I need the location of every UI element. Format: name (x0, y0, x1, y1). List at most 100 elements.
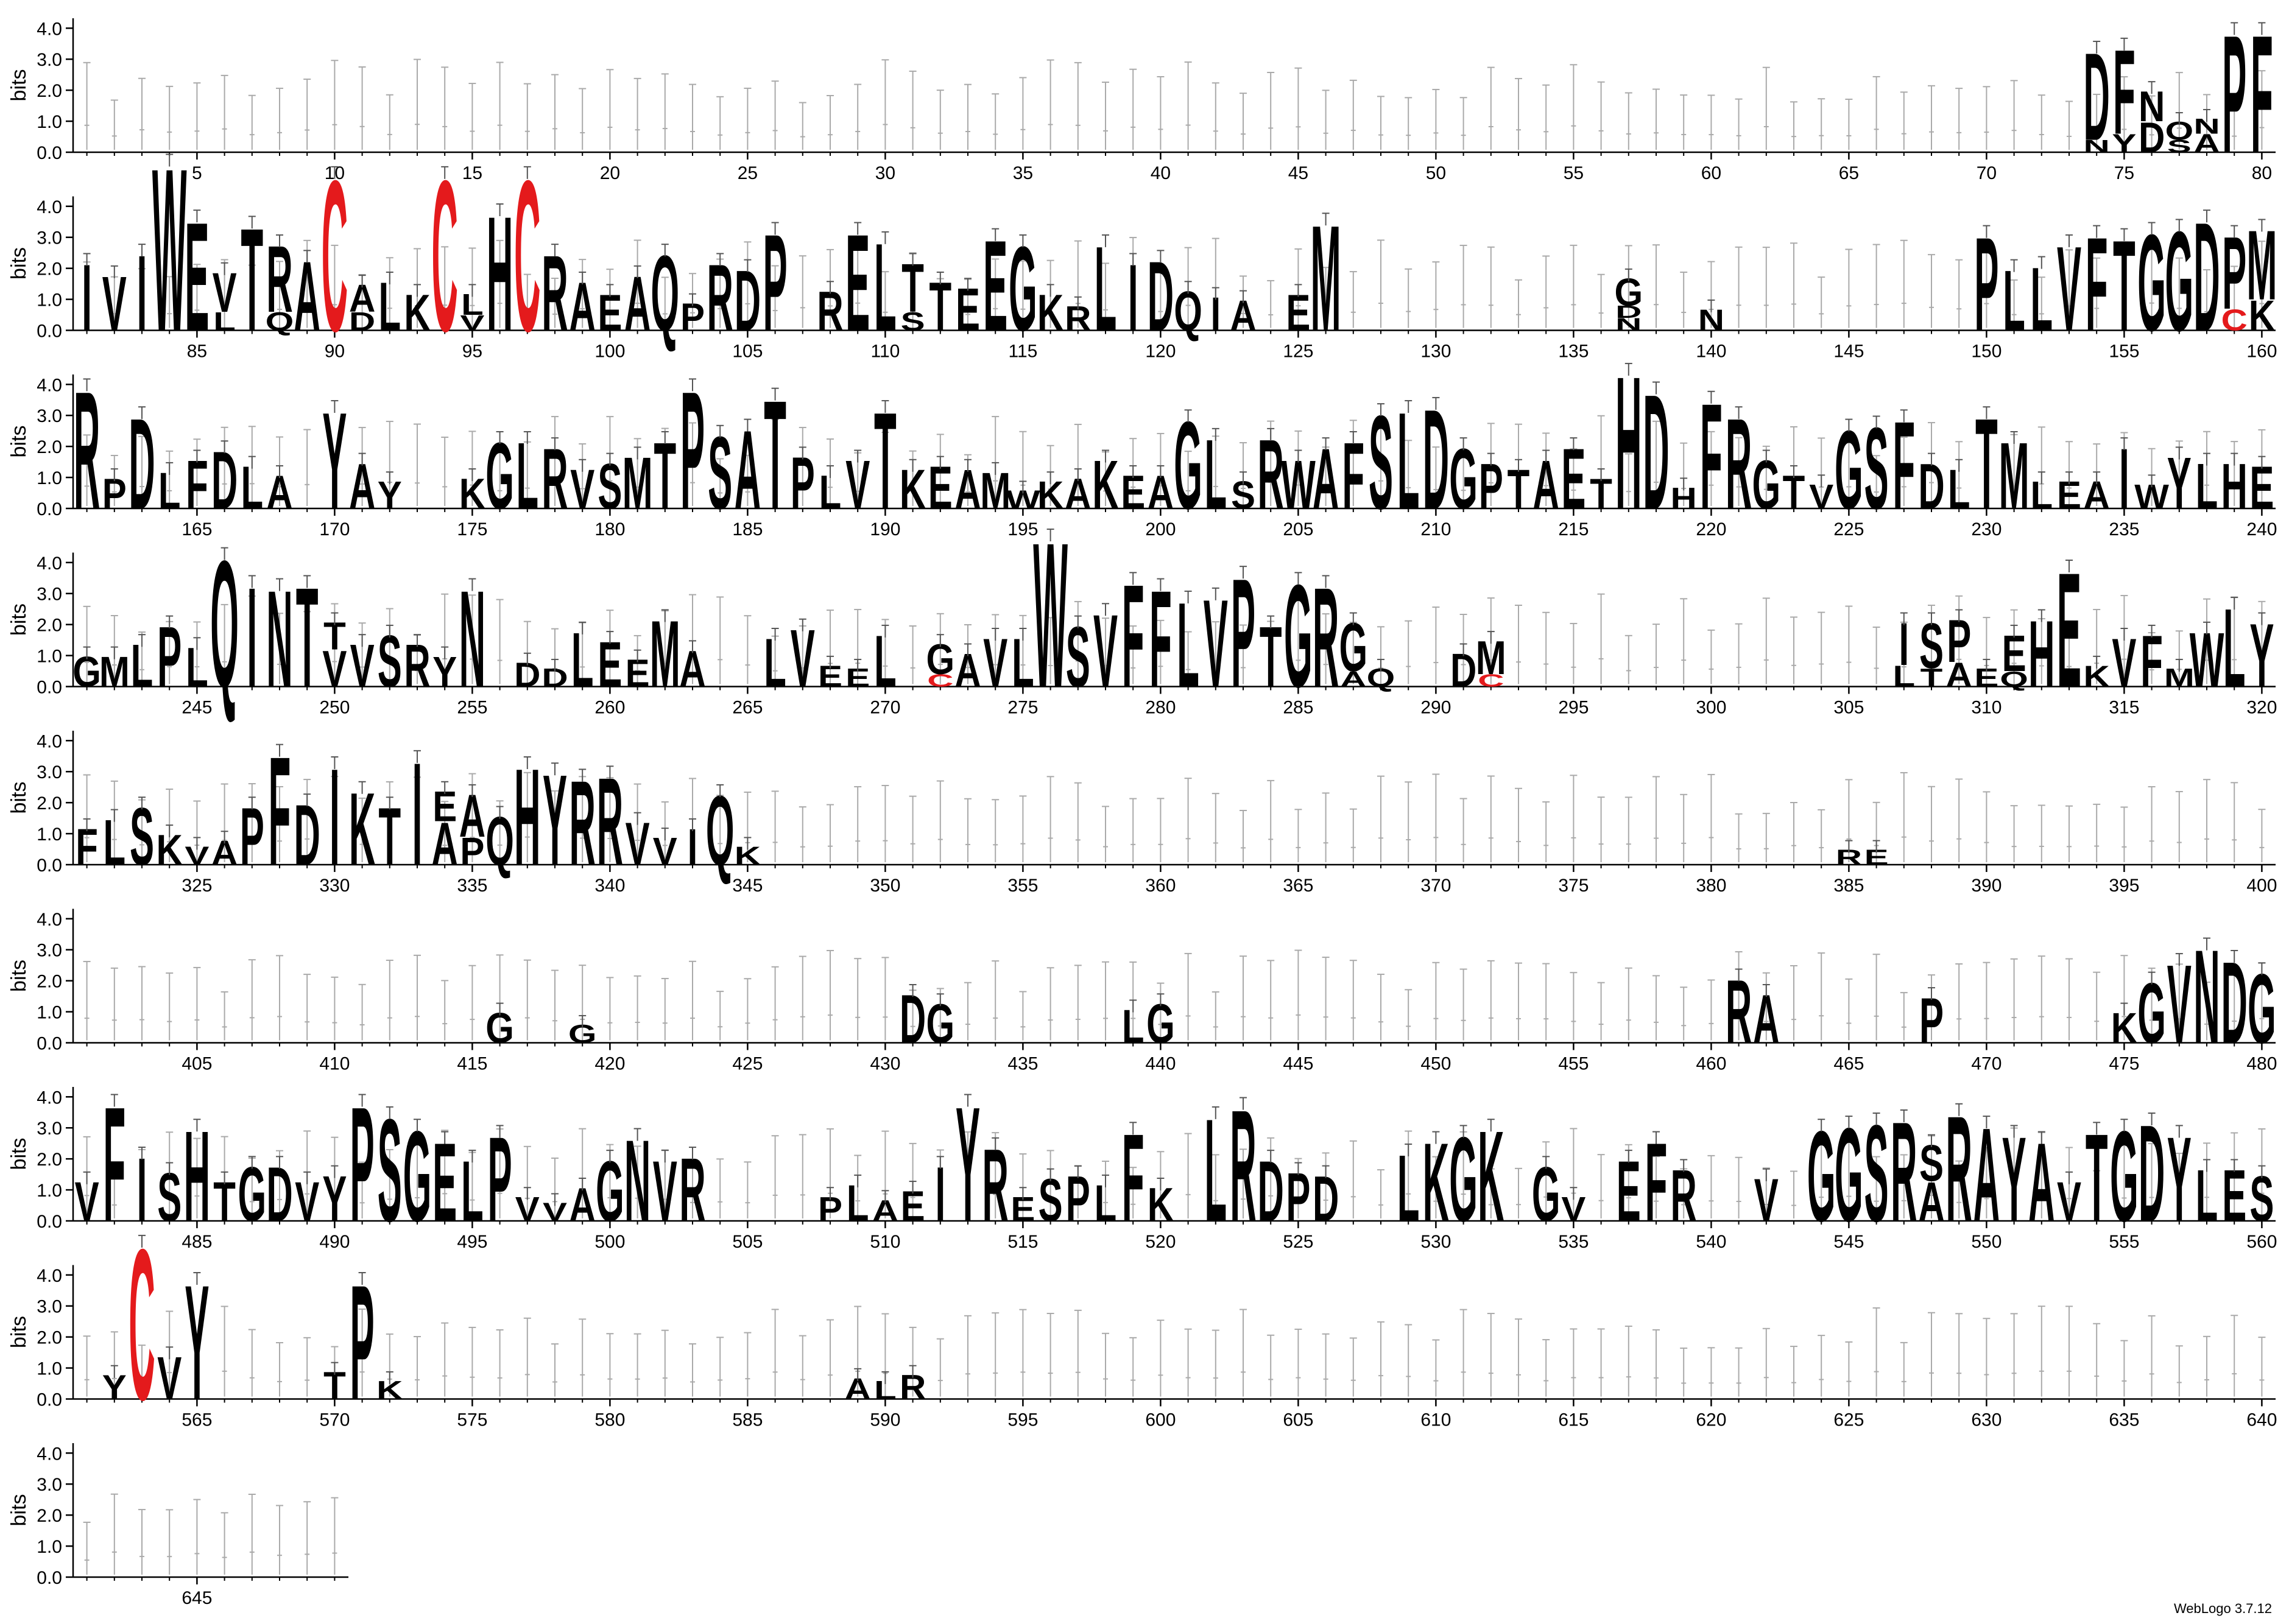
x-tick-label: 625 (1833, 1410, 1864, 1430)
x-tick-label: 615 (1558, 1410, 1589, 1430)
x-tick-label: 80 (2252, 163, 2272, 183)
x-tick-label: 190 (870, 519, 900, 540)
y-tick-label: 2.0 (37, 81, 62, 101)
y-tick-label: 2.0 (37, 1328, 62, 1348)
x-tick-label: 520 (1145, 1232, 1176, 1252)
x-tick-label: 240 (2246, 519, 2277, 540)
y-tick-label: 1.0 (37, 290, 62, 311)
y-tick-label: 2.0 (37, 437, 62, 457)
y-tick-label: 0.0 (37, 322, 62, 342)
x-tick-label: 345 (732, 876, 763, 896)
residue-glyph: Y (2112, 129, 2136, 158)
x-tick-label: 290 (1420, 698, 1451, 718)
x-tick-label: 375 (1558, 876, 1589, 896)
residue-glyph: C (927, 671, 953, 690)
y-tick-label: 2.0 (37, 616, 62, 636)
y-tick-label: 3.0 (37, 762, 62, 782)
residue-glyph: I (137, 1139, 147, 1241)
x-tick-label: 275 (1007, 698, 1038, 718)
y-tick-label: 4.0 (37, 375, 62, 395)
x-tick-label: 355 (1007, 876, 1038, 896)
x-tick-label: 490 (319, 1232, 350, 1252)
residue-glyph: L (1892, 659, 1915, 693)
x-tick-label: 180 (594, 519, 625, 540)
y-tick-label: 2.0 (37, 1150, 62, 1170)
x-tick-label: 570 (319, 1410, 350, 1430)
x-tick-label: 620 (1696, 1410, 1726, 1430)
x-tick-label: 645 (182, 1588, 212, 1608)
x-tick-label: 600 (1145, 1410, 1176, 1430)
residue-glyph: P (460, 830, 484, 873)
x-tick-label: 15 (462, 163, 482, 183)
y-tick-label: 4.0 (37, 554, 62, 574)
residue-glyph: I (82, 244, 92, 350)
x-tick-label: 330 (319, 876, 350, 896)
x-tick-label: 525 (1283, 1232, 1313, 1252)
x-tick-label: 485 (182, 1232, 212, 1252)
x-tick-label: 500 (594, 1232, 625, 1252)
x-tick-label: 225 (1833, 519, 1864, 540)
x-tick-label: 400 (2246, 876, 2277, 896)
residue-glyph: I (688, 818, 698, 876)
residue-glyph: I (1899, 611, 1909, 678)
y-tick-label: 0.0 (37, 1212, 62, 1232)
y-tick-label: 3.0 (37, 406, 62, 426)
x-tick-label: 310 (1971, 698, 2002, 718)
y-tick-label: 0.0 (37, 678, 62, 698)
x-tick-label: 550 (1971, 1232, 2002, 1252)
logo-row: 0.0 1.0 2.0 3.0 4.0 bits 325 330 335 340 345 350 355… (7, 725, 2277, 898)
x-tick-label: 40 (1151, 163, 1171, 183)
x-tick-label: 440 (1145, 1054, 1176, 1074)
x-tick-label: 360 (1145, 876, 1176, 896)
logo-row: 0.0 1.0 2.0 3.0 4.0 bits 565 570 575 580 585 590 595… (7, 1204, 2277, 1445)
x-tick-label: 640 (2246, 1410, 2277, 1430)
x-tick-label: 245 (182, 698, 212, 718)
x-tick-label: 115 (1008, 342, 1037, 362)
x-tick-label: 545 (1833, 1232, 1864, 1252)
x-tick-label: 630 (1971, 1410, 2002, 1430)
x-tick-label: 505 (732, 1232, 763, 1252)
residue-glyph: I (2119, 432, 2129, 528)
x-tick-label: 285 (1283, 698, 1313, 718)
y-axis-label: bits (7, 603, 30, 636)
y-axis-label: bits (7, 1316, 30, 1348)
x-tick-label: 170 (319, 519, 350, 540)
x-tick-label: 595 (1007, 1410, 1038, 1430)
x-tick-label: 385 (1833, 876, 1864, 896)
x-tick-label: 315 (2109, 698, 2139, 718)
x-tick-label: 165 (182, 519, 212, 540)
y-tick-label: 3.0 (37, 228, 62, 248)
residue-glyph: A (1918, 1171, 1944, 1233)
residue-glyph: I (137, 233, 147, 353)
x-tick-label: 495 (457, 1232, 487, 1252)
logo-row: 0.0 1.0 2.0 3.0 4.0 bits 405 410 415 420 425 430 435… (7, 909, 2277, 1074)
residue-glyph: A (432, 811, 458, 878)
x-tick-label: 300 (1696, 698, 1726, 718)
logo-row: 0.0 1.0 2.0 3.0 4.0 bits 245 250 255 260 265 270 275… (7, 499, 2277, 731)
x-tick-label: 200 (1145, 519, 1176, 540)
y-tick-label: 2.0 (37, 259, 62, 279)
x-tick-label: 635 (2109, 1410, 2139, 1430)
residue-glyph: N (2084, 137, 2110, 156)
y-axis-label: bits (7, 1494, 30, 1527)
x-tick-label: 25 (738, 163, 758, 183)
x-tick-label: 100 (594, 342, 625, 362)
residue-glyph: C (1478, 671, 1504, 690)
x-tick-label: 320 (2246, 698, 2277, 718)
x-tick-label: 195 (1007, 519, 1038, 540)
y-tick-label: 3.0 (37, 1119, 62, 1139)
x-tick-label: 430 (870, 1054, 900, 1074)
residue-glyph: I (1210, 287, 1221, 340)
x-tick-label: 590 (870, 1410, 900, 1430)
x-tick-label: 435 (1007, 1054, 1038, 1074)
residue-glyph: D (349, 308, 375, 336)
y-tick-label: 2.0 (37, 1506, 62, 1526)
x-tick-label: 55 (1564, 163, 1584, 183)
y-tick-label: 3.0 (37, 50, 62, 70)
y-tick-label: 0.0 (37, 1390, 62, 1410)
residue-glyph: Q (266, 308, 294, 336)
x-tick-label: 405 (182, 1054, 212, 1074)
y-tick-label: 1.0 (37, 1003, 62, 1023)
x-tick-label: 425 (732, 1054, 763, 1074)
